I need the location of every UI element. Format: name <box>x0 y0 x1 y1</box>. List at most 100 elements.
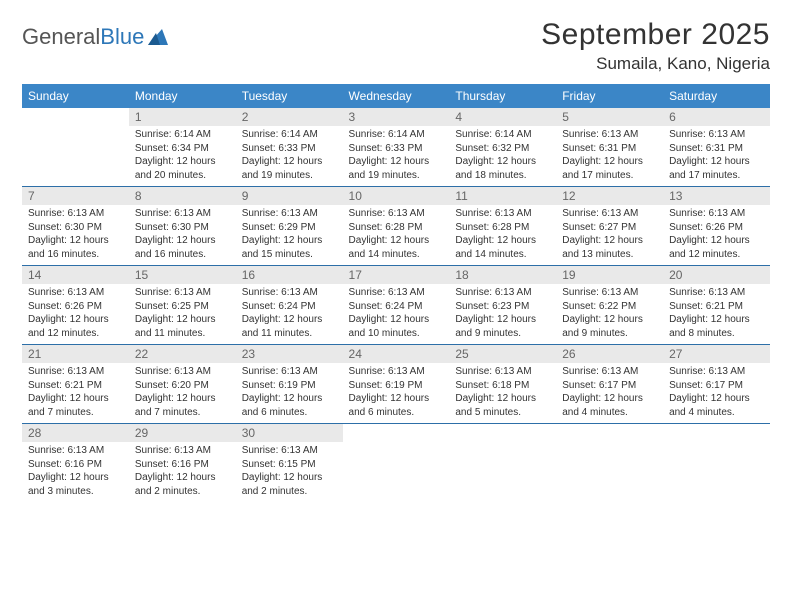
day-number: 20 <box>663 266 770 284</box>
calendar-cell: 27Sunrise: 6:13 AMSunset: 6:17 PMDayligh… <box>663 345 770 424</box>
day-number: 30 <box>236 424 343 442</box>
day-number: 4 <box>449 108 556 126</box>
day-details: Sunrise: 6:13 AMSunset: 6:20 PMDaylight:… <box>129 363 236 423</box>
day-number: 24 <box>343 345 450 363</box>
calendar-cell: 30Sunrise: 6:13 AMSunset: 6:15 PMDayligh… <box>236 424 343 503</box>
day-number: 25 <box>449 345 556 363</box>
day-number: 26 <box>556 345 663 363</box>
calendar-cell <box>449 424 556 503</box>
day-number: 2 <box>236 108 343 126</box>
calendar-row: 1Sunrise: 6:14 AMSunset: 6:34 PMDaylight… <box>22 108 770 187</box>
day-details: Sunrise: 6:13 AMSunset: 6:30 PMDaylight:… <box>129 205 236 265</box>
calendar-cell: 6Sunrise: 6:13 AMSunset: 6:31 PMDaylight… <box>663 108 770 187</box>
month-title: September 2025 <box>541 18 770 52</box>
calendar-cell: 26Sunrise: 6:13 AMSunset: 6:17 PMDayligh… <box>556 345 663 424</box>
title-block: September 2025 Sumaila, Kano, Nigeria <box>541 18 770 74</box>
weekday-header: Thursday <box>449 84 556 108</box>
calendar-cell: 7Sunrise: 6:13 AMSunset: 6:30 PMDaylight… <box>22 187 129 266</box>
calendar-cell: 18Sunrise: 6:13 AMSunset: 6:23 PMDayligh… <box>449 266 556 345</box>
calendar-cell: 28Sunrise: 6:13 AMSunset: 6:16 PMDayligh… <box>22 424 129 503</box>
calendar-row: 7Sunrise: 6:13 AMSunset: 6:30 PMDaylight… <box>22 187 770 266</box>
logo-text: GeneralBlue <box>22 24 144 50</box>
day-details: Sunrise: 6:13 AMSunset: 6:26 PMDaylight:… <box>663 205 770 265</box>
day-details: Sunrise: 6:13 AMSunset: 6:27 PMDaylight:… <box>556 205 663 265</box>
calendar-cell: 16Sunrise: 6:13 AMSunset: 6:24 PMDayligh… <box>236 266 343 345</box>
day-number: 1 <box>129 108 236 126</box>
calendar-cell: 3Sunrise: 6:14 AMSunset: 6:33 PMDaylight… <box>343 108 450 187</box>
day-details: Sunrise: 6:13 AMSunset: 6:23 PMDaylight:… <box>449 284 556 344</box>
day-details: Sunrise: 6:13 AMSunset: 6:22 PMDaylight:… <box>556 284 663 344</box>
calendar-cell <box>22 108 129 187</box>
calendar-cell: 17Sunrise: 6:13 AMSunset: 6:24 PMDayligh… <box>343 266 450 345</box>
day-number: 6 <box>663 108 770 126</box>
day-details: Sunrise: 6:13 AMSunset: 6:18 PMDaylight:… <box>449 363 556 423</box>
day-details: Sunrise: 6:13 AMSunset: 6:28 PMDaylight:… <box>343 205 450 265</box>
day-number: 12 <box>556 187 663 205</box>
day-number: 19 <box>556 266 663 284</box>
calendar-page: GeneralBlue September 2025 Sumaila, Kano… <box>0 0 792 512</box>
day-details: Sunrise: 6:13 AMSunset: 6:24 PMDaylight:… <box>236 284 343 344</box>
calendar-cell: 13Sunrise: 6:13 AMSunset: 6:26 PMDayligh… <box>663 187 770 266</box>
calendar-cell: 24Sunrise: 6:13 AMSunset: 6:19 PMDayligh… <box>343 345 450 424</box>
calendar-table: Sunday Monday Tuesday Wednesday Thursday… <box>22 84 770 502</box>
day-details: Sunrise: 6:13 AMSunset: 6:28 PMDaylight:… <box>449 205 556 265</box>
logo-text-blue: Blue <box>100 24 144 49</box>
day-number: 21 <box>22 345 129 363</box>
calendar-cell: 4Sunrise: 6:14 AMSunset: 6:32 PMDaylight… <box>449 108 556 187</box>
weekday-header: Friday <box>556 84 663 108</box>
day-details: Sunrise: 6:13 AMSunset: 6:31 PMDaylight:… <box>556 126 663 186</box>
day-details: Sunrise: 6:13 AMSunset: 6:17 PMDaylight:… <box>663 363 770 423</box>
calendar-cell <box>663 424 770 503</box>
location-label: Sumaila, Kano, Nigeria <box>541 54 770 74</box>
day-details: Sunrise: 6:13 AMSunset: 6:19 PMDaylight:… <box>236 363 343 423</box>
day-details: Sunrise: 6:14 AMSunset: 6:33 PMDaylight:… <box>343 126 450 186</box>
calendar-cell: 12Sunrise: 6:13 AMSunset: 6:27 PMDayligh… <box>556 187 663 266</box>
calendar-cell: 29Sunrise: 6:13 AMSunset: 6:16 PMDayligh… <box>129 424 236 503</box>
day-details: Sunrise: 6:13 AMSunset: 6:16 PMDaylight:… <box>22 442 129 502</box>
day-details: Sunrise: 6:13 AMSunset: 6:17 PMDaylight:… <box>556 363 663 423</box>
page-header: GeneralBlue September 2025 Sumaila, Kano… <box>22 18 770 74</box>
calendar-cell: 23Sunrise: 6:13 AMSunset: 6:19 PMDayligh… <box>236 345 343 424</box>
calendar-cell: 22Sunrise: 6:13 AMSunset: 6:20 PMDayligh… <box>129 345 236 424</box>
calendar-cell <box>556 424 663 503</box>
day-number: 23 <box>236 345 343 363</box>
day-details: Sunrise: 6:13 AMSunset: 6:16 PMDaylight:… <box>129 442 236 502</box>
day-number: 14 <box>22 266 129 284</box>
day-number: 27 <box>663 345 770 363</box>
logo-text-general: General <box>22 24 100 49</box>
calendar-row: 14Sunrise: 6:13 AMSunset: 6:26 PMDayligh… <box>22 266 770 345</box>
weekday-header: Sunday <box>22 84 129 108</box>
day-details: Sunrise: 6:13 AMSunset: 6:25 PMDaylight:… <box>129 284 236 344</box>
calendar-row: 21Sunrise: 6:13 AMSunset: 6:21 PMDayligh… <box>22 345 770 424</box>
calendar-cell: 25Sunrise: 6:13 AMSunset: 6:18 PMDayligh… <box>449 345 556 424</box>
day-number: 3 <box>343 108 450 126</box>
calendar-cell: 10Sunrise: 6:13 AMSunset: 6:28 PMDayligh… <box>343 187 450 266</box>
weekday-header: Monday <box>129 84 236 108</box>
day-details: Sunrise: 6:13 AMSunset: 6:21 PMDaylight:… <box>663 284 770 344</box>
day-number: 28 <box>22 424 129 442</box>
day-number: 11 <box>449 187 556 205</box>
weekday-header: Wednesday <box>343 84 450 108</box>
day-details: Sunrise: 6:13 AMSunset: 6:15 PMDaylight:… <box>236 442 343 502</box>
day-details: Sunrise: 6:14 AMSunset: 6:34 PMDaylight:… <box>129 126 236 186</box>
calendar-header-row: Sunday Monday Tuesday Wednesday Thursday… <box>22 84 770 108</box>
day-details: Sunrise: 6:13 AMSunset: 6:29 PMDaylight:… <box>236 205 343 265</box>
day-number: 13 <box>663 187 770 205</box>
day-details: Sunrise: 6:13 AMSunset: 6:30 PMDaylight:… <box>22 205 129 265</box>
calendar-row: 28Sunrise: 6:13 AMSunset: 6:16 PMDayligh… <box>22 424 770 503</box>
calendar-cell: 11Sunrise: 6:13 AMSunset: 6:28 PMDayligh… <box>449 187 556 266</box>
calendar-cell: 20Sunrise: 6:13 AMSunset: 6:21 PMDayligh… <box>663 266 770 345</box>
weekday-header: Tuesday <box>236 84 343 108</box>
day-details: Sunrise: 6:13 AMSunset: 6:19 PMDaylight:… <box>343 363 450 423</box>
calendar-body: 1Sunrise: 6:14 AMSunset: 6:34 PMDaylight… <box>22 108 770 502</box>
calendar-cell: 21Sunrise: 6:13 AMSunset: 6:21 PMDayligh… <box>22 345 129 424</box>
day-details: Sunrise: 6:14 AMSunset: 6:32 PMDaylight:… <box>449 126 556 186</box>
day-number: 17 <box>343 266 450 284</box>
logo: GeneralBlue <box>22 18 170 50</box>
day-details: Sunrise: 6:13 AMSunset: 6:21 PMDaylight:… <box>22 363 129 423</box>
day-number: 7 <box>22 187 129 205</box>
day-number: 5 <box>556 108 663 126</box>
calendar-cell: 2Sunrise: 6:14 AMSunset: 6:33 PMDaylight… <box>236 108 343 187</box>
calendar-cell: 15Sunrise: 6:13 AMSunset: 6:25 PMDayligh… <box>129 266 236 345</box>
calendar-cell <box>343 424 450 503</box>
